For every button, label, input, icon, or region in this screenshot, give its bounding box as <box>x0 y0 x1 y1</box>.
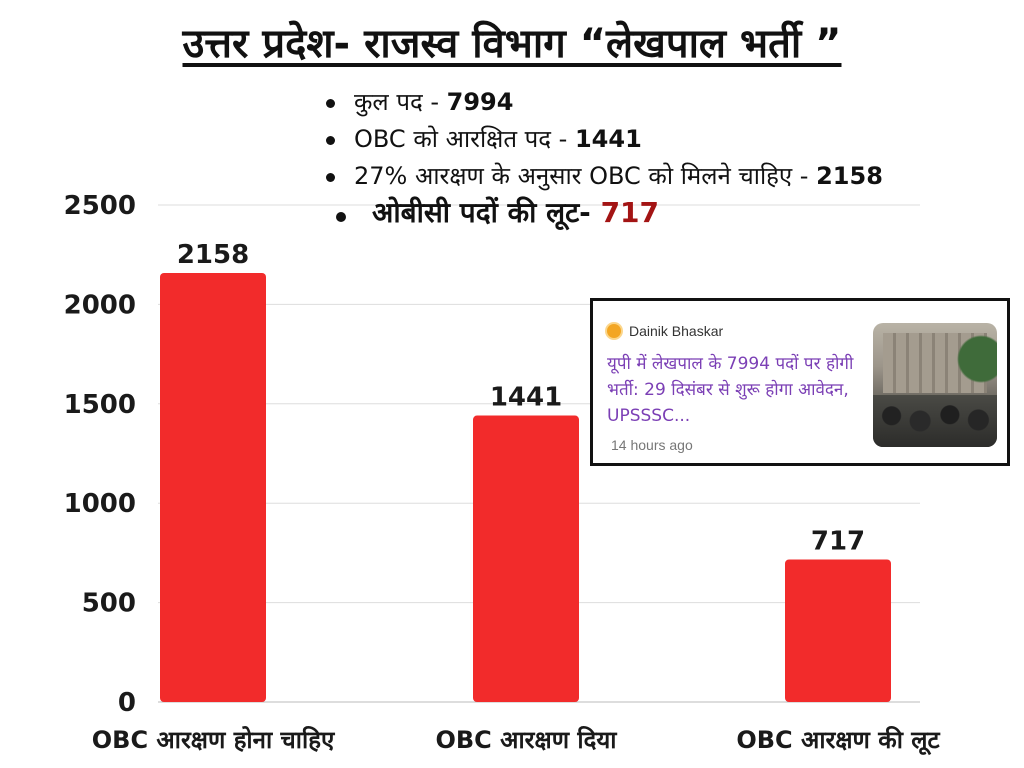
bar-data-label: 2158 <box>177 240 249 270</box>
bar-data-label: 1441 <box>490 383 562 413</box>
y-tick-label: 2000 <box>64 290 136 320</box>
x-category-label: OBC आरक्षण की लूट <box>736 726 940 756</box>
sun-icon <box>607 324 621 338</box>
y-tick-label: 0 <box>118 688 136 718</box>
news-headline[interactable]: यूपी में लेखपाल के 7994 पदों पर होगी भर्… <box>607 354 854 426</box>
bar <box>473 415 579 702</box>
y-tick-label: 1000 <box>64 489 136 519</box>
news-timestamp: 14 hours ago <box>611 437 693 453</box>
news-card[interactable]: Dainik Bhaskar यूपी में लेखपाल के 7994 प… <box>590 298 1010 466</box>
bullet-value: 2158 <box>816 162 883 190</box>
bullet-value: 7994 <box>446 88 514 116</box>
bar <box>160 272 266 702</box>
bar <box>785 559 891 702</box>
bullet-label: कुल पद - <box>354 88 447 116</box>
page-title: उत्तर प्रदेश- राजस्व विभाग “लेखपाल भर्ती… <box>0 14 1024 69</box>
crowd-shape <box>873 395 997 447</box>
bullet-obc-due: 27% आरक्षण के अनुसार OBC को मिलने चाहिए … <box>322 162 1022 190</box>
bullet-obc-loss: ओबीसी पदों की लूट- 717 <box>332 199 1024 227</box>
bullet-obc-reserved: OBC को आरक्षित पद - 1441 <box>322 125 1022 153</box>
bar-data-label: 717 <box>811 526 865 556</box>
news-source: Dainik Bhaskar <box>607 323 723 339</box>
bullet-value-highlight: 717 <box>600 196 660 229</box>
page-title-text: उत्तर प्रदेश- राजस्व विभाग “लेखपाल भर्ती… <box>182 21 842 67</box>
y-tick-label: 2500 <box>64 191 136 221</box>
x-category-label: OBC आरक्षण दिया <box>435 726 617 754</box>
news-thumbnail-image[interactable] <box>873 323 997 447</box>
y-tick-label: 500 <box>82 589 136 619</box>
stats-bullet-list: कुल पद - 7994 OBC को आरक्षित पद - 1441 2… <box>322 88 1022 236</box>
bullet-label: ओबीसी पदों की लूट- <box>372 196 601 229</box>
news-source-name: Dainik Bhaskar <box>629 323 724 339</box>
bullet-label: OBC को आरक्षित पद - <box>354 125 575 153</box>
y-tick-label: 1500 <box>64 390 136 420</box>
bullet-total-posts: कुल पद - 7994 <box>322 88 1022 116</box>
bullet-value: 1441 <box>574 125 642 153</box>
x-category-label: OBC आरक्षण होना चाहिए <box>92 726 336 754</box>
bullet-label: 27% आरक्षण के अनुसार OBC को मिलने चाहिए … <box>354 162 817 190</box>
